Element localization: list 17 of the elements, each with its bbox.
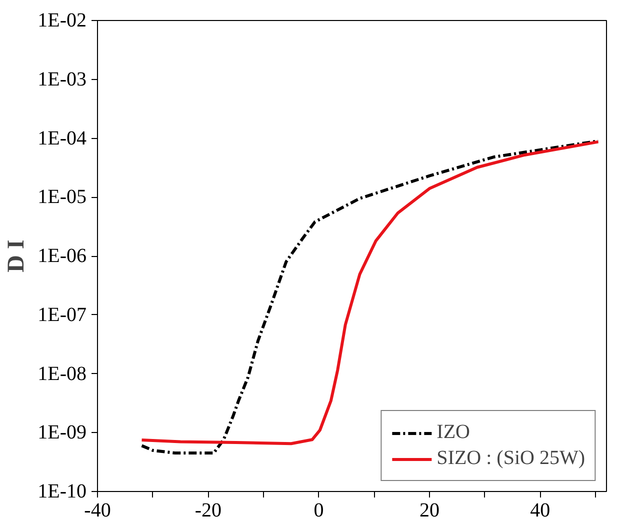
x-tick-label: -40 <box>84 500 111 519</box>
y-tick-label: 1E-05 <box>38 186 87 208</box>
y-tick-label: 1E-04 <box>38 127 87 150</box>
legend-label: IZO <box>436 421 470 444</box>
y-tick-label: 1E-10 <box>38 480 87 502</box>
y-tick-label: 1E-03 <box>38 68 87 90</box>
legend-label: SIZO : (SiO 25W) <box>436 447 585 470</box>
x-tick-label: -20 <box>194 500 222 519</box>
x-tick-label: 20 <box>419 500 440 519</box>
y-tick-label: 1E-09 <box>38 422 87 444</box>
x-tick-label: 0 <box>314 500 324 519</box>
y-tick-label: 1E-08 <box>38 362 87 385</box>
y-tick-label: 1E-02 <box>38 10 87 32</box>
y-tick-label: 1E-06 <box>38 245 87 267</box>
y-tick-label: 1E-07 <box>38 304 87 326</box>
x-tick-label: 40 <box>530 500 550 519</box>
y-axis-title: D I <box>4 240 30 272</box>
